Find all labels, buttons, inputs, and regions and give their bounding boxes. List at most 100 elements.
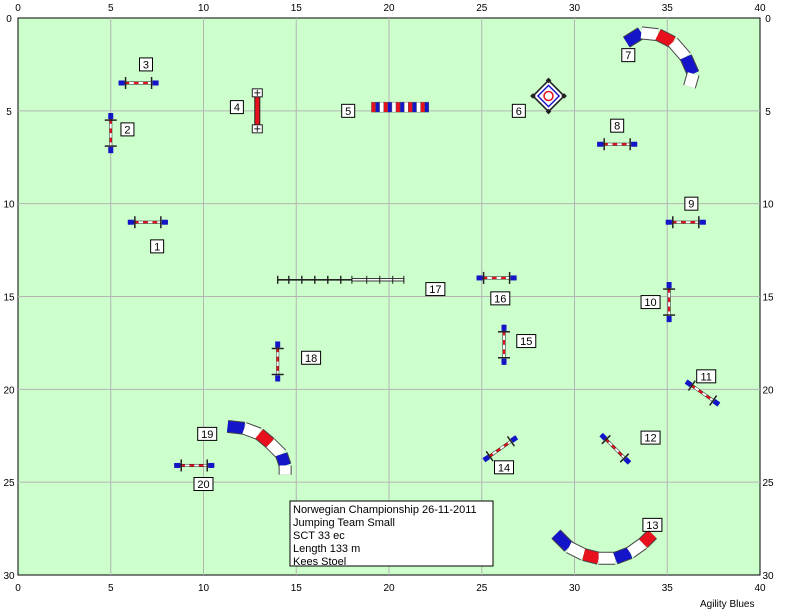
tunnel-segment (680, 54, 699, 76)
tire-segment (383, 101, 389, 113)
tire-segment (371, 101, 376, 113)
table-mark (543, 90, 554, 102)
jump-bar-segment (482, 276, 488, 279)
y-tick-label-right: 15 (762, 293, 774, 304)
obstacle-number-20: 20 (193, 477, 214, 492)
number-text: 4 (234, 102, 240, 114)
tunnel-segment (684, 72, 699, 89)
tire-segment (387, 101, 393, 113)
info-judge: Kees Stoel (293, 556, 346, 568)
x-tick-label-bottom: 25 (476, 583, 488, 594)
table-inner (536, 84, 561, 108)
info-length: Length 133 m (293, 543, 360, 555)
jump-12 (599, 432, 632, 465)
jump-bar-segment (147, 81, 153, 84)
y-tick-label-left: 10 (3, 200, 15, 211)
tire-segment (404, 101, 409, 113)
footer-brand: Agility Blues (700, 599, 754, 610)
course-info-box: Norwegian Championship 26-11-2011 Jumpin… (289, 500, 494, 568)
info-class: Jumping Team Small (293, 517, 395, 529)
x-tick-label-top: 25 (476, 3, 488, 14)
number-box (341, 103, 356, 118)
jump-bar-segment (194, 464, 199, 467)
x-tick-label-bottom: 10 (198, 583, 210, 594)
obstacle-number-14: 14 (494, 460, 515, 475)
jump-post (619, 453, 630, 463)
number-text: 13 (646, 520, 658, 532)
number-text: 20 (197, 479, 209, 491)
jump-9 (665, 216, 706, 229)
number-box (621, 48, 636, 63)
grid (18, 18, 760, 575)
number-text: 11 (700, 371, 711, 383)
jump-wing (108, 147, 114, 154)
tunnel-segment (582, 549, 600, 564)
jump-bar-segment (668, 302, 671, 307)
number-box (193, 477, 214, 492)
jump-wing (510, 275, 517, 281)
jump-bar-segment (499, 445, 505, 450)
tunnel-7 (622, 26, 700, 89)
y-tick-label-right: 30 (762, 571, 774, 582)
jump-bar-segment (676, 221, 682, 224)
number-text: 16 (494, 293, 506, 305)
jump-wing (152, 80, 159, 86)
number-box (138, 57, 153, 72)
y-tick-label-right: 25 (762, 478, 774, 489)
x-tick-label-bottom: 20 (383, 583, 395, 594)
tunnel-segment (655, 29, 676, 48)
obstacle-number-10: 10 (640, 295, 661, 310)
obstacle-number-1: 1 (150, 239, 165, 254)
jump-bar-segment (612, 143, 618, 146)
x-tick-label-top: 5 (108, 3, 114, 14)
tire-segment (408, 101, 413, 113)
jump-wing (666, 282, 672, 289)
jump-bar-segment (621, 143, 627, 146)
jump-wing (501, 358, 507, 365)
x-tick-label-bottom: 5 (108, 583, 114, 594)
y-tick-label-left: 5 (6, 107, 12, 118)
y-tick-label-left: 30 (3, 571, 15, 582)
tunnel-segment (255, 429, 274, 448)
info-sct: SCT 33 ec (293, 530, 345, 542)
jump-wing (623, 456, 632, 465)
tunnel-segment (639, 530, 657, 548)
x-tick-label-bottom: 30 (569, 583, 581, 594)
jump-bar-segment (180, 464, 185, 467)
number-box (301, 350, 322, 365)
jump-bar-segment (495, 447, 501, 453)
jump-bar-segment (503, 349, 506, 355)
jump-bar-segment (157, 221, 162, 224)
number-text: 9 (688, 199, 694, 211)
tunnel-segment (668, 38, 690, 61)
jump-bar-segment (617, 451, 623, 457)
jump-bar-segment (496, 276, 502, 279)
tire-segment (424, 101, 430, 113)
jump-post (601, 434, 611, 445)
jump-wing (208, 462, 215, 468)
obstacle-number-11: 11 (696, 369, 717, 384)
jump-wing (275, 375, 281, 382)
number-text: 19 (201, 429, 213, 441)
number-box (490, 291, 511, 306)
jump-bar-segment (109, 133, 112, 138)
jump-10 (663, 282, 676, 323)
jump-post (687, 380, 696, 391)
obstacle-number-15: 15 (516, 334, 537, 349)
jump-wing (482, 454, 491, 463)
jump-wing (174, 462, 181, 468)
number-box (425, 282, 446, 297)
number-box (684, 196, 699, 211)
obstacle-number-5: 5 (341, 103, 356, 118)
jump-bar-segment (276, 366, 279, 371)
jump-16 (476, 271, 517, 284)
jump-bar-segment (491, 276, 497, 279)
jump-2 (104, 113, 117, 154)
jump-bar-segment (109, 123, 112, 129)
y-tick-label-right: 20 (762, 385, 774, 396)
tire-segment (391, 101, 397, 113)
obstacle-number-12: 12 (640, 430, 661, 445)
jump-wing (275, 341, 281, 348)
